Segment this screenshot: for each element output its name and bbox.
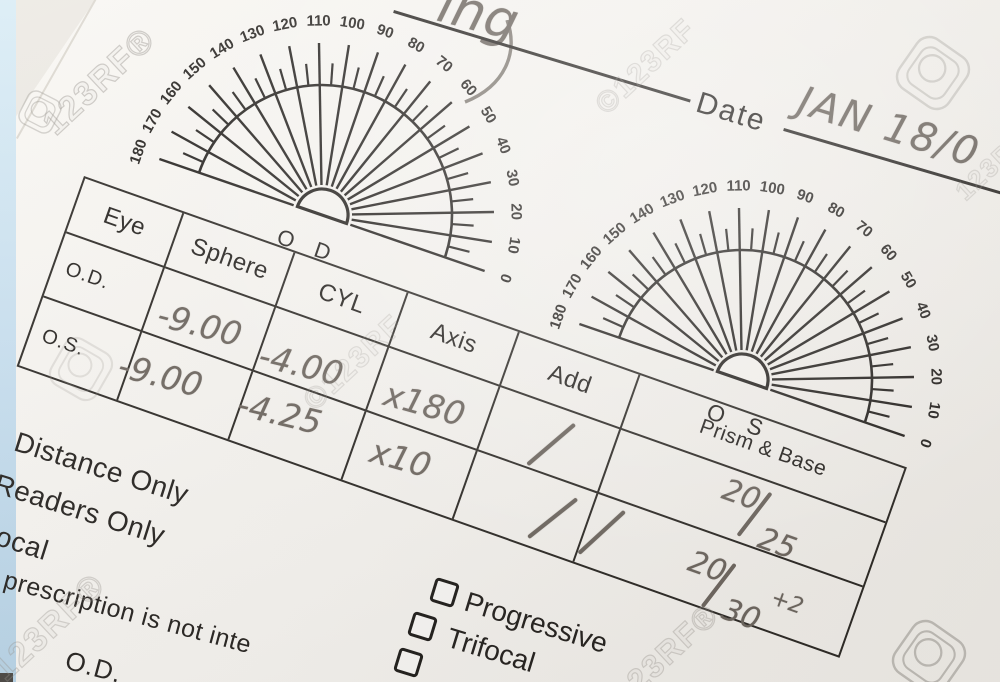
- svg-text:10: 10: [924, 401, 943, 420]
- od-axis-protractor: 0 10 20 30 40 50 60 70 80 90 100 110 120 130 140 150 160…: [98, 0, 611, 309]
- svg-text:20: 20: [927, 368, 944, 385]
- svg-text:0: 0: [916, 436, 935, 449]
- svg-text:140: 140: [627, 200, 657, 227]
- os-sphere-value: -9.00: [114, 345, 208, 405]
- handwriting-tail-stroke: [455, 19, 545, 125]
- svg-text:160: 160: [577, 243, 606, 273]
- svg-text:130: 130: [238, 21, 267, 46]
- svg-text:80: 80: [405, 34, 428, 57]
- svg-text:150: 150: [180, 54, 210, 83]
- svg-text:170: 170: [559, 271, 586, 301]
- svg-text:110: 110: [726, 177, 750, 194]
- svg-text:80: 80: [825, 199, 848, 222]
- svg-text:60: 60: [877, 241, 901, 265]
- svg-text:30: 30: [502, 168, 522, 188]
- svg-text:20: 20: [507, 203, 524, 220]
- edge-checkbox-fragment: [0, 673, 13, 682]
- svg-text:170: 170: [139, 106, 166, 136]
- svg-text:40: 40: [912, 300, 934, 322]
- od-add-slash: [526, 422, 576, 466]
- svg-text:150: 150: [600, 219, 630, 248]
- table-surface-strip: [0, 0, 16, 682]
- svg-text:180: 180: [126, 137, 150, 166]
- svg-text:130: 130: [658, 186, 687, 211]
- os-acuity-top: 20: [683, 544, 732, 590]
- os-axis-value: x10: [366, 430, 436, 486]
- os-acuity-note: +2: [767, 585, 807, 620]
- svg-text:30: 30: [922, 333, 942, 353]
- svg-text:90: 90: [375, 21, 396, 43]
- svg-text:100: 100: [759, 178, 786, 199]
- svg-text:40: 40: [492, 135, 514, 157]
- svg-text:50: 50: [897, 269, 920, 292]
- os-cyl-value: -4.25: [234, 384, 327, 442]
- svg-text:10: 10: [504, 236, 523, 255]
- os-add-slash: [527, 497, 579, 539]
- svg-text:100: 100: [339, 13, 366, 34]
- svg-text:60: 60: [457, 76, 481, 100]
- svg-text:0: 0: [496, 271, 515, 284]
- os-acuity-bottom: 30: [717, 592, 766, 638]
- svg-text:120: 120: [271, 14, 299, 35]
- svg-text:120: 120: [691, 179, 719, 200]
- svg-text:70: 70: [852, 217, 876, 241]
- svg-text:180: 180: [546, 302, 570, 331]
- svg-text:110: 110: [306, 12, 330, 29]
- svg-text:50: 50: [477, 104, 500, 127]
- svg-text:90: 90: [795, 186, 816, 208]
- os-axis-protractor: 0 10 20 30 40 50 60 70 80 90 100 110 120 130 140 150 160…: [518, 97, 1000, 474]
- svg-text:70: 70: [432, 52, 456, 76]
- svg-text:140: 140: [207, 35, 237, 62]
- svg-text:160: 160: [157, 78, 186, 108]
